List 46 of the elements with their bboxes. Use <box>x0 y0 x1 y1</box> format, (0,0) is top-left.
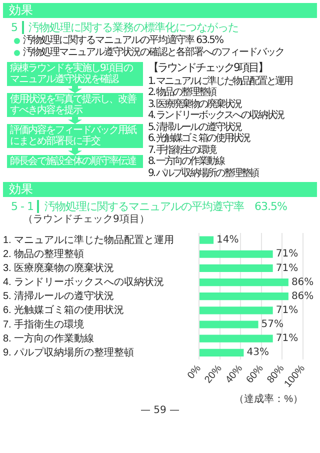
text: 汚物処理に関するマニュアルの平均適守率 63.5% <box>23 35 317 47</box>
text: 5 - 1 <box>11 200 40 213</box>
text: 効果 <box>3 182 317 197</box>
text: 汚物処理マニュアル遵守状況の確認と各部署へのフィードバック <box>23 47 317 59</box>
text: 7. 手指衛生の環境 <box>148 144 218 156</box>
text: （ラウンドチェック9項目） <box>23 214 150 225</box>
y-tick-label: 8. 一方向の作業動線 <box>3 332 94 344</box>
text: 評価内容をフィードバック用紙にまとめ部署長に手交 <box>7 124 143 148</box>
text: — 59 — <box>139 405 181 416</box>
text: 8. 一方向の作業動線 <box>148 156 226 168</box>
text: 5. 清掃ルールの遵守状況 <box>148 122 243 132</box>
data-label: 57% <box>261 319 284 330</box>
x-tick-label: 40% <box>224 363 246 386</box>
text: 4. ランドリーボックスへの収納状況 <box>148 110 286 122</box>
text: 6. 光触媒ゴミ箱の使用状況 <box>148 133 252 144</box>
text: 2. 物品の整理整頓 <box>148 87 218 98</box>
text: 9. パルプ収納場所の整理整頓 <box>148 168 260 179</box>
data-label: 71% <box>276 262 298 274</box>
data-label: 14% <box>216 234 239 246</box>
data-label: 43% <box>246 347 269 358</box>
y-tick-label: 9. パルプ収納場所の整理整頓 <box>3 346 134 358</box>
data-label: 71% <box>276 305 298 316</box>
text: 1. マニュアルに準じた物品配置と運用 <box>148 76 292 87</box>
data-label: 71% <box>276 333 298 344</box>
data-label: 71% <box>276 248 298 260</box>
y-tick-label: 7. 手指衛生の環境 <box>3 318 84 330</box>
chart-subtitle: 汚物処理に関するマニュアルの平均遵守率 63.5% <box>44 200 287 213</box>
y-tick-label: 6. 光触媒ゴミ箱の使用状況 <box>3 304 124 316</box>
data-label: 86% <box>291 290 314 302</box>
text: 効果 <box>3 3 317 18</box>
y-tick-label: 4. ランドリーボックスへの収納状況 <box>3 276 164 288</box>
text: 5 <box>11 21 24 34</box>
x-tick-label: 0% <box>186 363 204 382</box>
x-axis-title: （達成率：%） <box>234 392 303 405</box>
text: 使用状況を写真で提示し、改善すべき内容を提示 <box>7 93 143 117</box>
y-tick-label: 1. マニュアルに準じた物品配置と運用 <box>3 234 174 246</box>
text: 師長会で施設全体の順守率伝達 <box>7 155 143 168</box>
y-tick-label: 5. 清掃ルールの遵守状況 <box>3 290 114 302</box>
data-label: 86% <box>291 276 314 288</box>
y-tick-label: 2. 物品の整理整頓 <box>3 248 84 260</box>
y-tick-label: 3. 医療廃棄物の廃棄状況 <box>3 262 114 274</box>
text: 汚物処理に関する業務の標準化につながった <box>28 21 238 34</box>
text: 【ラウンドチェック9項目】 <box>148 61 268 74</box>
x-tick-label: 60% <box>244 363 266 386</box>
text: 3. 医療廃棄物の廃棄状況 <box>148 98 243 110</box>
text: 病棟ラウンドを実施し9項目のマニュアル遵守状況を確認 <box>7 62 143 86</box>
